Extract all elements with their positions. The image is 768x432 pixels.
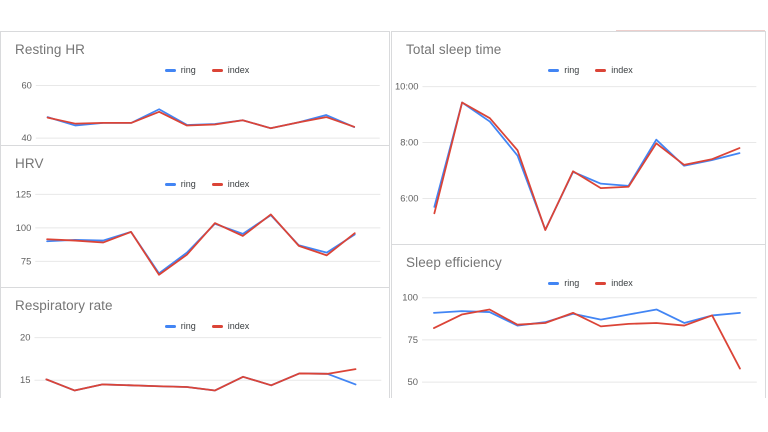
chart-panel-resting-hr[interactable]: Resting HR ring index 60 40 (0, 31, 390, 146)
series-line-index (433, 308, 741, 370)
y-axis-tick-label: 100 (402, 292, 418, 303)
chart-canvas: 100 75 50 (402, 292, 757, 387)
series-line-index (433, 101, 741, 231)
y-axis-tick-label: 50 (408, 376, 418, 387)
y-axis-tick-label: 20 (20, 332, 30, 343)
series-line-ring (433, 308, 741, 327)
series-line-index (46, 110, 356, 130)
chart-panel-total-sleep-time[interactable]: Total sleep time ring index 10:00 8:00 6:0… (391, 31, 766, 245)
chart-panel-hrv[interactable]: HRV ring index 125 100 75 (0, 145, 390, 288)
series-line-index (45, 368, 357, 392)
chart-panel-sleep-efficiency[interactable]: Sleep efficiency ring index 100 75 50 (391, 244, 766, 398)
y-axis-tick-label: 8:00 (400, 136, 418, 147)
chart-canvas: 60 40 (21, 80, 380, 143)
chart-title: Sleep efficiency (406, 255, 502, 270)
chart-panel-respiratory-rate[interactable]: Respiratory rate ring index 20 15 (0, 287, 390, 398)
y-axis-tick-label: 15 (20, 374, 30, 385)
y-axis-tick-label: 100 (16, 223, 32, 233)
series-line-index (46, 213, 356, 276)
y-axis-tick-label: 75 (408, 334, 418, 345)
series-line-ring (433, 101, 741, 231)
chart-title: Resting HR (15, 42, 86, 57)
y-axis-tick-label: 75 (21, 256, 31, 266)
y-axis-tick-label: 6:00 (400, 192, 418, 203)
cutoff-chart-edge (616, 30, 765, 31)
y-axis-tick-label: 40 (21, 133, 31, 143)
series-line-ring (46, 214, 356, 275)
chart-canvas: 125 100 75 (16, 189, 381, 276)
chart-title: Respiratory rate (15, 298, 113, 313)
chart-title: HRV (15, 156, 44, 171)
chart-title: Total sleep time (406, 42, 502, 57)
y-axis-tick-label: 60 (21, 80, 31, 90)
chart-canvas: 10:00 8:00 6:00 (395, 81, 757, 231)
y-axis-tick-label: 10:00 (395, 81, 419, 92)
y-axis-tick-label: 125 (16, 189, 32, 199)
